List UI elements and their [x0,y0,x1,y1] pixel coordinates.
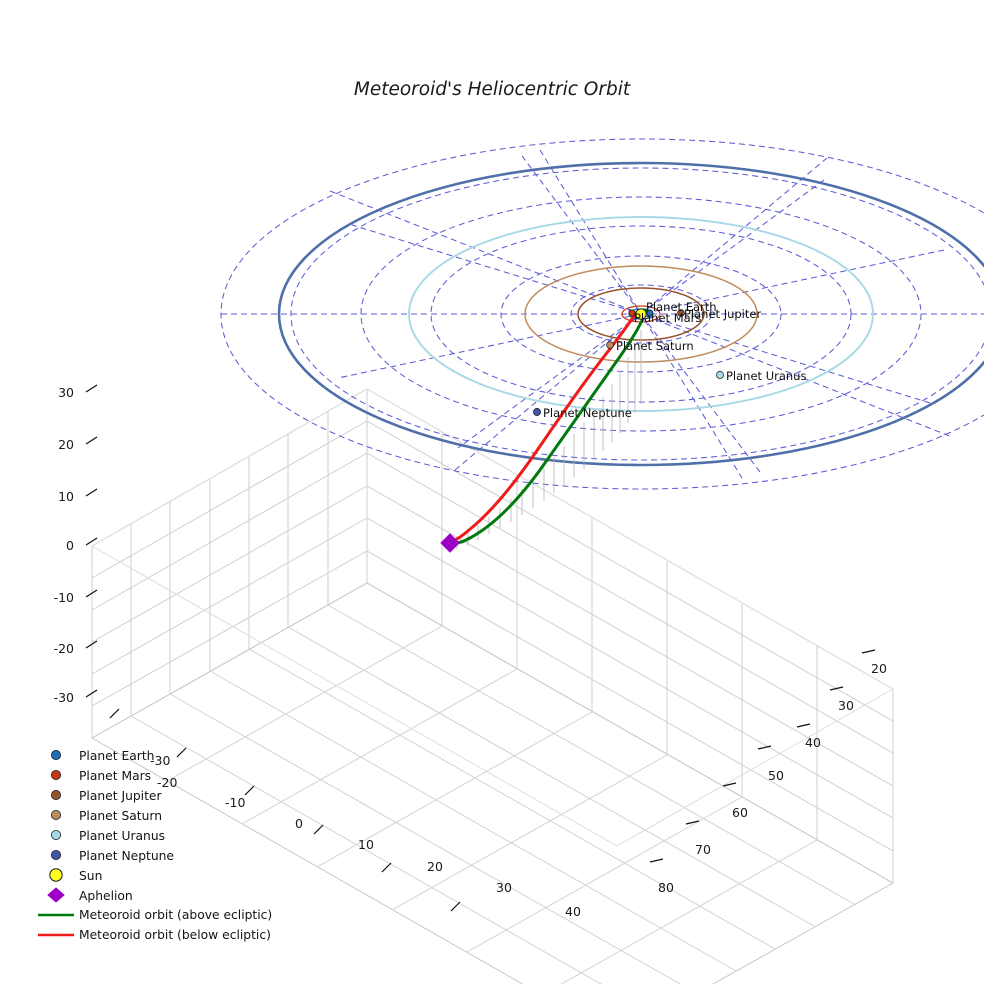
y-axis-tick-labels-list: 20 30 40 50 60 70 80 [658,661,887,895]
marker-aphelion [440,533,460,553]
z-tick: 20 [58,437,74,452]
planet-neptune-marker-icon [51,850,62,861]
y-tick: 50 [768,768,784,783]
planet-jupiter-marker-icon [51,790,62,801]
saturn-label: Planet Saturn [616,339,694,353]
y-tick: 30 [838,698,854,713]
marker-jupiter [677,309,685,317]
orbit-uranus [408,216,874,412]
x-axis-tick-labels: -30 -20 -10 0 10 20 30 40 [150,753,581,919]
z-tick: 0 [66,538,74,553]
legend-item-sun[interactable]: Sun [49,868,103,883]
z-tick: -10 [54,590,74,605]
legend-item-aphelion[interactable]: Aphelion [47,887,133,903]
planet-orbits [277,161,984,467]
x-tick: 0 [295,816,303,831]
legend-item-planet-earth[interactable]: Planet Earth [51,749,154,763]
legend-item-planet-mars[interactable]: Planet Mars [51,769,151,783]
z-tick: 10 [58,489,74,504]
legend-item-planet-jupiter[interactable]: Planet Jupiter [51,789,162,803]
polar-grid [220,138,984,490]
planet-annotations: Planet Earth Planet Mars Planet Jupiter … [543,300,806,420]
sun-marker-icon [49,868,63,882]
y-tick: 40 [805,735,821,750]
neptune-label: Planet Neptune [543,406,632,420]
orbit-neptune [277,161,984,467]
body-markers [440,308,724,553]
legend-label: Planet Mars [79,769,151,783]
y-tick: 70 [695,842,711,857]
legend: Planet Earth Planet Mars Planet Jupiter … [38,749,272,942]
y-tick: 60 [732,805,748,820]
meteoroid-track-above [448,308,648,545]
z-axis-tick-labels: 30 20 10 0 -10 -20 -30 [54,385,74,705]
planet-uranus-marker-icon [51,830,62,841]
legend-label: Planet Earth [79,749,154,763]
marker-uranus [716,371,724,379]
planet-earth-marker-icon [51,750,62,761]
axis-tick-marks [85,384,876,912]
earth-label: Planet Earth [646,300,717,314]
legend-label: Planet Uranus [79,829,165,843]
legend-label: Planet Saturn [79,809,162,823]
z-tick: 30 [58,385,74,400]
x-tick: -10 [225,795,245,810]
planet-saturn-marker-icon [51,810,62,821]
marker-neptune [533,408,541,416]
planet-mars-marker-icon [51,770,62,781]
legend-label: Planet Jupiter [79,789,162,803]
legend-label: Meteoroid orbit (above ecliptic) [79,908,272,922]
x-tick: 40 [565,904,581,919]
grid-wall-right [366,388,894,884]
legend-item-orbit-below-ecliptic[interactable]: Meteoroid orbit (below ecliptic) [38,928,271,942]
axes-3d-box [90,388,895,984]
x-tick: 10 [358,837,374,852]
uranus-label: Planet Uranus [726,369,806,383]
marker-sun [635,308,647,320]
y-tick: 80 [658,880,674,895]
aphelion-marker-icon [47,887,65,903]
legend-item-planet-neptune[interactable]: Planet Neptune [51,849,174,863]
x-tick: -30 [150,753,170,768]
z-tick: -30 [54,690,74,705]
marker-earth [646,309,654,317]
legend-label: Sun [79,869,102,883]
ecliptic-plane-frame [90,388,895,847]
grid-wall-left [91,388,368,739]
jupiter-label: Planet Jupiter [684,307,761,321]
legend-item-planet-uranus[interactable]: Planet Uranus [51,829,165,843]
z-tick: -20 [54,641,74,656]
mars-label: Planet Mars [634,311,701,325]
page-title: Meteoroid's Heliocentric Orbit [354,79,631,100]
marker-mars [628,309,636,317]
legend-item-orbit-above-ecliptic[interactable]: Meteoroid orbit (above ecliptic) [38,908,272,922]
x-tick: 20 [427,859,443,874]
legend-label: Meteoroid orbit (below ecliptic) [79,928,271,942]
legend-label: Planet Neptune [79,849,174,863]
x-tick: 30 [496,880,512,895]
marker-saturn [606,341,614,349]
legend-item-planet-saturn[interactable]: Planet Saturn [51,809,162,823]
x-tick: -20 [157,775,177,790]
grid-floor [90,582,895,984]
y-tick: 20 [871,661,887,676]
legend-label: Aphelion [79,889,133,903]
